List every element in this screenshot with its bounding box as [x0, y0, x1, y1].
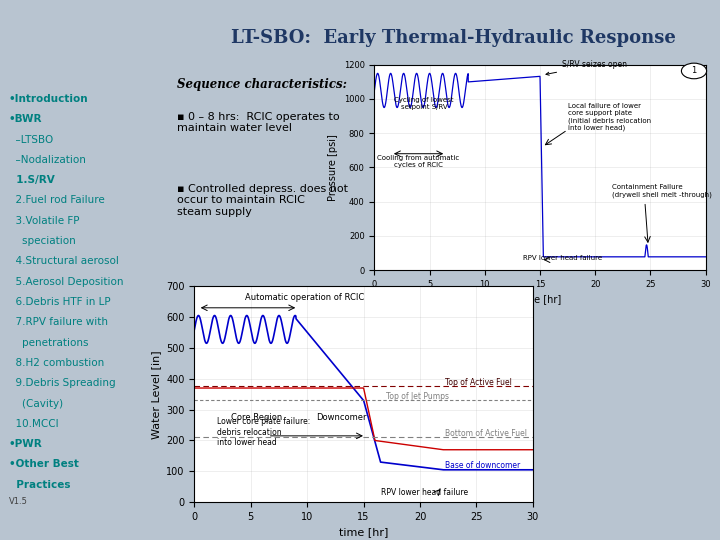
- Text: (Cavity): (Cavity): [9, 399, 63, 409]
- Text: •PWR: •PWR: [9, 439, 42, 449]
- X-axis label: time [hr]: time [hr]: [339, 528, 388, 537]
- Text: Downcomer: Downcomer: [316, 413, 366, 422]
- Text: 1: 1: [691, 66, 697, 76]
- X-axis label: time [hr]: time [hr]: [518, 294, 562, 304]
- Text: Cycling of lowest
setpoint S/RV: Cycling of lowest setpoint S/RV: [395, 97, 454, 110]
- Text: speciation: speciation: [9, 236, 76, 246]
- Text: Top of Jet Pumps: Top of Jet Pumps: [386, 392, 449, 401]
- Text: S/RV seizes open: S/RV seizes open: [546, 60, 627, 75]
- Text: Lower core plate failure:
debris relocation
into lower head: Lower core plate failure: debris relocat…: [217, 417, 310, 447]
- Text: Bottom of Active Fuel: Bottom of Active Fuel: [445, 429, 527, 437]
- Text: 1.S/RV: 1.S/RV: [9, 175, 55, 185]
- Text: 5.Aerosol Deposition: 5.Aerosol Deposition: [9, 276, 123, 287]
- Text: 6.Debris HTF in LP: 6.Debris HTF in LP: [9, 297, 110, 307]
- Text: 10.MCCI: 10.MCCI: [9, 419, 58, 429]
- Text: –LTSBO: –LTSBO: [9, 134, 53, 145]
- Y-axis label: Pressure [psi]: Pressure [psi]: [328, 134, 338, 201]
- Text: Base of downcomer: Base of downcomer: [445, 461, 520, 470]
- Text: V1.5: V1.5: [9, 497, 27, 507]
- Text: RPV lower head failure: RPV lower head failure: [523, 255, 603, 261]
- Text: Automatic operation of RCIC: Automatic operation of RCIC: [245, 293, 364, 302]
- Text: 9.Debris Spreading: 9.Debris Spreading: [9, 378, 115, 388]
- Text: ▪ 0 – 8 hrs:  RCIC operates to
maintain water level: ▪ 0 – 8 hrs: RCIC operates to maintain w…: [177, 112, 339, 133]
- Text: Core Region: Core Region: [231, 413, 282, 422]
- Text: 2.Fuel rod Failure: 2.Fuel rod Failure: [9, 195, 104, 206]
- Y-axis label: Water Level [in]: Water Level [in]: [150, 350, 161, 438]
- Text: Practices: Practices: [9, 480, 70, 490]
- Text: –Nodalization: –Nodalization: [9, 155, 86, 165]
- Text: 4.Structural aerosol: 4.Structural aerosol: [9, 256, 119, 266]
- Text: ▪ Controlled depress. does not
occur to maintain RCIC
steam supply: ▪ Controlled depress. does not occur to …: [177, 184, 348, 217]
- Text: •Introduction: •Introduction: [9, 94, 89, 104]
- Text: penetrations: penetrations: [9, 338, 88, 348]
- Text: 8.H2 combustion: 8.H2 combustion: [9, 358, 104, 368]
- Circle shape: [681, 63, 706, 79]
- Text: LT-SBO:  Early Thermal-Hydraulic Response: LT-SBO: Early Thermal-Hydraulic Response: [231, 29, 676, 47]
- Text: Sequence characteristics:: Sequence characteristics:: [177, 78, 347, 91]
- Text: •BWR: •BWR: [9, 114, 42, 124]
- Text: •Other Best: •Other Best: [9, 460, 78, 469]
- Text: RPV lower head failure: RPV lower head failure: [380, 488, 468, 497]
- Text: Cooling from automatic
cycles of RCIC: Cooling from automatic cycles of RCIC: [377, 156, 459, 168]
- Text: 3.Volatile FP: 3.Volatile FP: [9, 216, 79, 226]
- Text: 7.RPV failure with: 7.RPV failure with: [9, 318, 108, 327]
- Text: Top of Active Fuel: Top of Active Fuel: [445, 378, 512, 387]
- Text: Local failure of lower
core support plate
(initial debris relocation
into lower : Local failure of lower core support plat…: [567, 103, 651, 131]
- Text: Containment Failure
(drywell shell melt -through): Containment Failure (drywell shell melt …: [612, 185, 711, 198]
